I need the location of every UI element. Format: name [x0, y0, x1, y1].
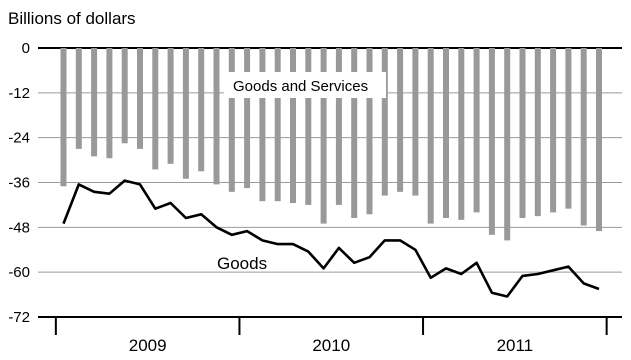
bar-21: [381, 48, 388, 196]
bar-15: [290, 48, 296, 204]
goods-and-services-label: Goods and Services: [233, 78, 368, 95]
bar-9: [198, 48, 205, 172]
bar-33: [565, 48, 572, 209]
bar-12: [244, 48, 251, 189]
y-tick-label-1: -12: [8, 85, 30, 102]
goods-label: Goods: [217, 254, 267, 273]
bar-26: [458, 48, 465, 220]
bar-32: [550, 48, 557, 213]
bar-3: [106, 48, 113, 159]
year-label-2009: 2009: [129, 336, 167, 355]
y-tick-label-0: 0: [22, 40, 30, 57]
bar-16: [305, 48, 312, 205]
bar-19: [351, 48, 358, 218]
bar-17: [320, 48, 327, 224]
bar-35: [596, 48, 602, 232]
year-label-2011: 2011: [497, 336, 534, 355]
bar-1: [75, 48, 82, 149]
bar-13: [259, 48, 266, 202]
y-tick-label-3: -36: [8, 175, 30, 192]
line-series-goods: [62, 179, 600, 298]
bar-23: [412, 48, 419, 196]
bar-25: [443, 48, 449, 218]
y-tick-label-2: -24: [8, 130, 30, 147]
bar-28: [488, 48, 495, 235]
bar-10: [213, 48, 220, 185]
bar-5: [137, 48, 143, 149]
y-tick-label-6: -72: [8, 309, 30, 326]
bar-2: [91, 48, 98, 157]
bar-4: [121, 48, 128, 144]
y-tick-label-4: -48: [8, 219, 30, 236]
y-tick-labels: 0 -12 -24 -36 -48 -60 -72: [8, 40, 30, 326]
bar-6: [152, 48, 159, 170]
bar-34: [580, 48, 587, 226]
bar-27: [473, 48, 480, 213]
bar-0: [60, 48, 67, 187]
goods-line: [62, 179, 600, 298]
y-tick-label-5: -60: [8, 264, 30, 281]
bar-22: [397, 48, 404, 192]
bar-31: [534, 48, 541, 217]
goods-and-services-annotation-group: Goods and Services: [224, 72, 386, 98]
bar-series-goods-and-services: [60, 48, 602, 241]
bar-8: [182, 48, 189, 179]
bar-29: [504, 48, 511, 241]
bar-11: [228, 48, 235, 192]
bar-20: [366, 48, 373, 215]
bar-24: [427, 48, 434, 224]
goods-and-services-label-background: [224, 72, 386, 98]
bar-7: [167, 48, 174, 164]
bar-18: [335, 48, 342, 205]
y-axis-label: Billions of dollars: [8, 9, 136, 28]
bar-30: [519, 48, 526, 218]
year-label-2010: 2010: [312, 336, 350, 355]
bar-14: [274, 48, 281, 202]
x-axis: 2009 2010 2011: [38, 316, 622, 355]
